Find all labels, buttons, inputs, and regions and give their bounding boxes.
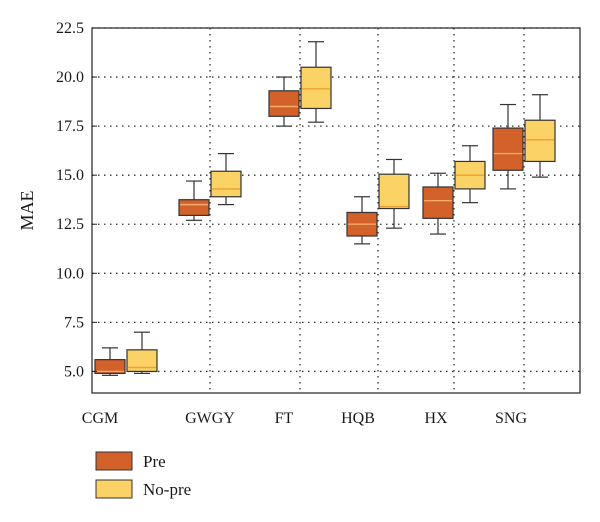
x-tick-label-ft: FT [275, 410, 294, 427]
box-body [268, 90, 300, 117]
legend-label: Pre [143, 452, 166, 471]
box-no-pre-ft [300, 41, 332, 123]
box-no-pre-sng [524, 94, 556, 178]
legend-swatch [95, 451, 133, 471]
box-body [378, 173, 410, 210]
box-no-pre-cgm [126, 331, 158, 374]
x-axis-ticks: CGM GWGY FT HQB HX SNG [82, 410, 528, 427]
x-tick-label-gwgy: GWGY [185, 410, 235, 427]
y-axis-title: MAE [17, 190, 37, 230]
y-tick-label: 17.5 [56, 118, 84, 135]
box-pre-ft [268, 76, 300, 127]
box-body [300, 66, 332, 110]
y-tick-label: 7.5 [64, 314, 84, 331]
grid-lines [92, 27, 580, 393]
box-body [94, 359, 126, 374]
y-tick-label: 15.0 [56, 167, 84, 184]
box-no-pre-hx [454, 145, 486, 204]
legend-item-pre: Pre [95, 451, 166, 471]
x-tick-label-sng: SNG [495, 410, 527, 427]
y-tick-label: 20.0 [56, 69, 84, 86]
x-tick-label-cgm: CGM [82, 410, 118, 427]
box-body [126, 349, 158, 373]
box-pre-gwgy [178, 180, 210, 221]
y-tick-label: 22.5 [56, 20, 84, 37]
y-tick-label: 10.0 [56, 265, 84, 282]
legend-label: No-pre [143, 480, 191, 499]
plot-frame [91, 27, 581, 394]
box-body [178, 199, 210, 217]
y-axis-ticks: 5.0 7.5 10.0 12.5 15.0 17.5 20.0 22.5 [56, 20, 97, 380]
box-plot-series [94, 41, 556, 376]
box-pre-cgm [94, 347, 126, 376]
x-tick-label-hx: HX [424, 410, 448, 427]
box-no-pre-gwgy [210, 152, 242, 206]
legend-swatch [95, 479, 133, 499]
x-tick-label-hqb: HQB [341, 410, 375, 427]
box-body [492, 127, 524, 171]
y-tick-label: 5.0 [64, 363, 84, 380]
y-tick-label: 12.5 [56, 216, 84, 233]
box-pre-hx [422, 172, 454, 235]
box-pre-hqb [346, 196, 378, 245]
legend-item-no-pre: No-pre [95, 479, 191, 499]
box-no-pre-hqb [378, 158, 410, 229]
legend: Pre No-pre [95, 451, 191, 499]
box-body [524, 119, 556, 163]
box-body [422, 186, 454, 219]
box-pre-sng [492, 103, 524, 190]
box-body [210, 170, 242, 198]
